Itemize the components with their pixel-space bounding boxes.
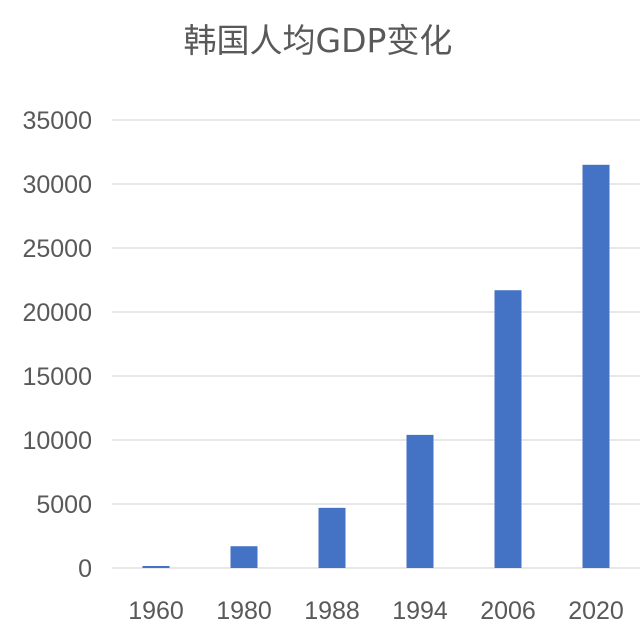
bar-1994	[406, 434, 434, 568]
y-tick-label: 25000	[22, 235, 92, 263]
bar-2006	[494, 290, 522, 568]
x-tick-label: 2006	[480, 597, 536, 625]
y-tick-label: 10000	[22, 427, 92, 455]
y-tick-label: 0	[78, 555, 92, 583]
x-tick-label: 2020	[568, 597, 624, 625]
y-tick-label: 35000	[22, 107, 92, 135]
x-tick-label: 1994	[392, 597, 448, 625]
bar-1980	[230, 546, 258, 568]
y-tick-label: 5000	[36, 491, 92, 519]
bar-2020	[582, 164, 610, 569]
y-tick-label: 15000	[22, 363, 92, 391]
bar-1988	[318, 507, 346, 568]
y-tick-label: 20000	[22, 299, 92, 327]
y-tick-label: 30000	[22, 171, 92, 199]
x-tick-label: 1960	[128, 597, 184, 625]
x-tick-label: 1988	[304, 597, 360, 625]
x-tick-label: 1980	[216, 597, 272, 625]
chart-title: 韩国人均GDP变化	[184, 21, 453, 60]
bar-1960	[142, 565, 170, 568]
